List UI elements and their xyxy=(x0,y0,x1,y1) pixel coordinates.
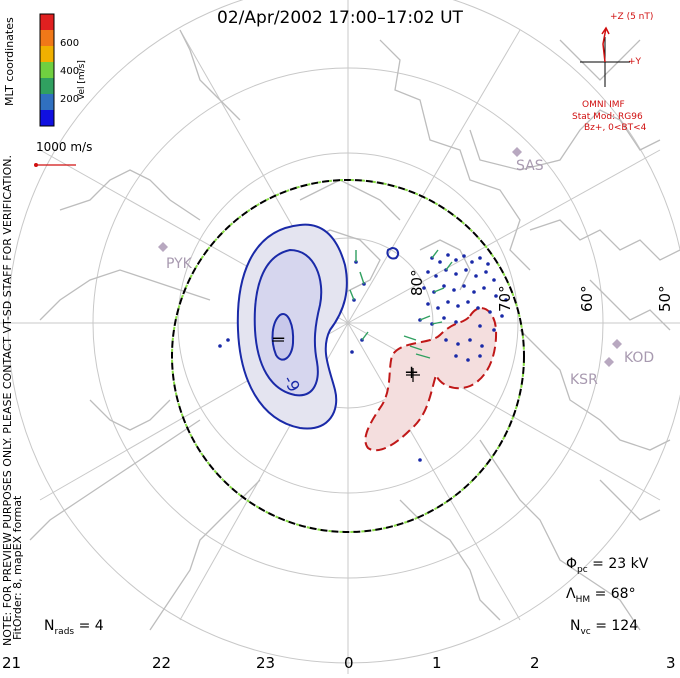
colorbar-swatch xyxy=(40,62,54,78)
station-label-pyk: PYK xyxy=(166,256,192,272)
velocity-vectors xyxy=(218,253,508,462)
positive-cell xyxy=(364,307,498,452)
colorbar xyxy=(39,13,55,127)
station-label-sas: SAS xyxy=(516,158,544,174)
latitude-label-60: 60° xyxy=(578,285,596,312)
vector-scale-dot xyxy=(34,163,38,167)
latitude-label-80: 80° xyxy=(408,269,426,296)
phi-value: = 23 kV xyxy=(592,556,649,572)
lambda-subscript: HM xyxy=(575,594,591,605)
colorbar-swatch xyxy=(40,46,54,62)
colorbar-swatch xyxy=(40,78,54,94)
mlt-label-23: 23 xyxy=(256,654,276,672)
phi-symbol: Φ xyxy=(566,556,578,572)
mlt-label-22: 22 xyxy=(152,654,172,672)
contour-minus-label: − xyxy=(271,328,287,349)
contour-plus-label: + xyxy=(404,362,420,383)
latitude-label-70: 70° xyxy=(496,285,514,312)
lambda-symbol: Λ xyxy=(566,586,576,602)
station-label-ksr: KSR xyxy=(570,372,598,388)
imf-source: OMNI IMF xyxy=(582,100,625,110)
nrads-stat: Nrads = 4 xyxy=(44,618,104,637)
small-negative-contour xyxy=(386,246,400,260)
nvc-stat: Nvc = 124 xyxy=(570,618,638,637)
station-markers xyxy=(158,147,622,367)
nvc-value: = 124 xyxy=(595,618,639,634)
phi-pc-stat: Φpc = 23 kV xyxy=(566,556,648,575)
coastlines xyxy=(29,29,680,631)
imf-z-label: +Z (5 nT) xyxy=(610,12,654,22)
mlt-label-0: 0 xyxy=(344,654,354,672)
colorbar-swatch xyxy=(40,30,54,46)
nvc-subscript: vc xyxy=(580,626,591,637)
colorbar-tick: 600 xyxy=(60,38,80,49)
map-title: 02/Apr/2002 17:00–17:02 UT xyxy=(217,8,463,28)
vector-scale-label: 1000 m/s xyxy=(36,140,93,154)
velocity-vector-lines xyxy=(349,249,453,359)
mlt-label-21: 21 xyxy=(2,654,22,672)
mlt-label-3: 3 xyxy=(666,654,676,672)
hm-boundary xyxy=(171,179,525,533)
imf-condition: Bz+, 0<BT<4 xyxy=(584,123,647,133)
imf-vector xyxy=(601,26,610,63)
mlt-coordinates-label: MLT coordinates xyxy=(3,17,16,106)
fitorder-label: FitOrder: 8, mapEX format xyxy=(11,495,24,640)
colorbar-tick: 200 xyxy=(60,94,80,105)
nrads-symbol: N xyxy=(44,618,55,634)
nvc-symbol: N xyxy=(570,618,581,634)
colorbar-swatch xyxy=(40,14,54,30)
colorbar-tick: 400 xyxy=(60,66,80,77)
colorbar-swatch xyxy=(40,110,54,126)
lambda-value: = 68° xyxy=(594,586,636,602)
pos-center-marker xyxy=(406,368,420,382)
latitude-label-50: 50° xyxy=(656,285,674,312)
imf-y-label: +Y xyxy=(628,57,642,67)
imf-model: Stat Mod: RG96 xyxy=(572,112,643,122)
nrads-value: = 4 xyxy=(78,618,104,634)
mlt-label-2: 2 xyxy=(530,654,540,672)
mlt-label-1: 1 xyxy=(432,654,442,672)
colorbar-swatch xyxy=(40,94,54,110)
lambda-hm-stat: ΛHM = 68° xyxy=(566,586,636,605)
station-label-kod: KOD xyxy=(624,350,655,366)
nrads-subscript: rads xyxy=(54,626,75,637)
phi-subscript: pc xyxy=(577,564,588,575)
colorbar-label: Vel [m/s] xyxy=(77,60,87,100)
negative-cell-inner xyxy=(271,313,295,361)
